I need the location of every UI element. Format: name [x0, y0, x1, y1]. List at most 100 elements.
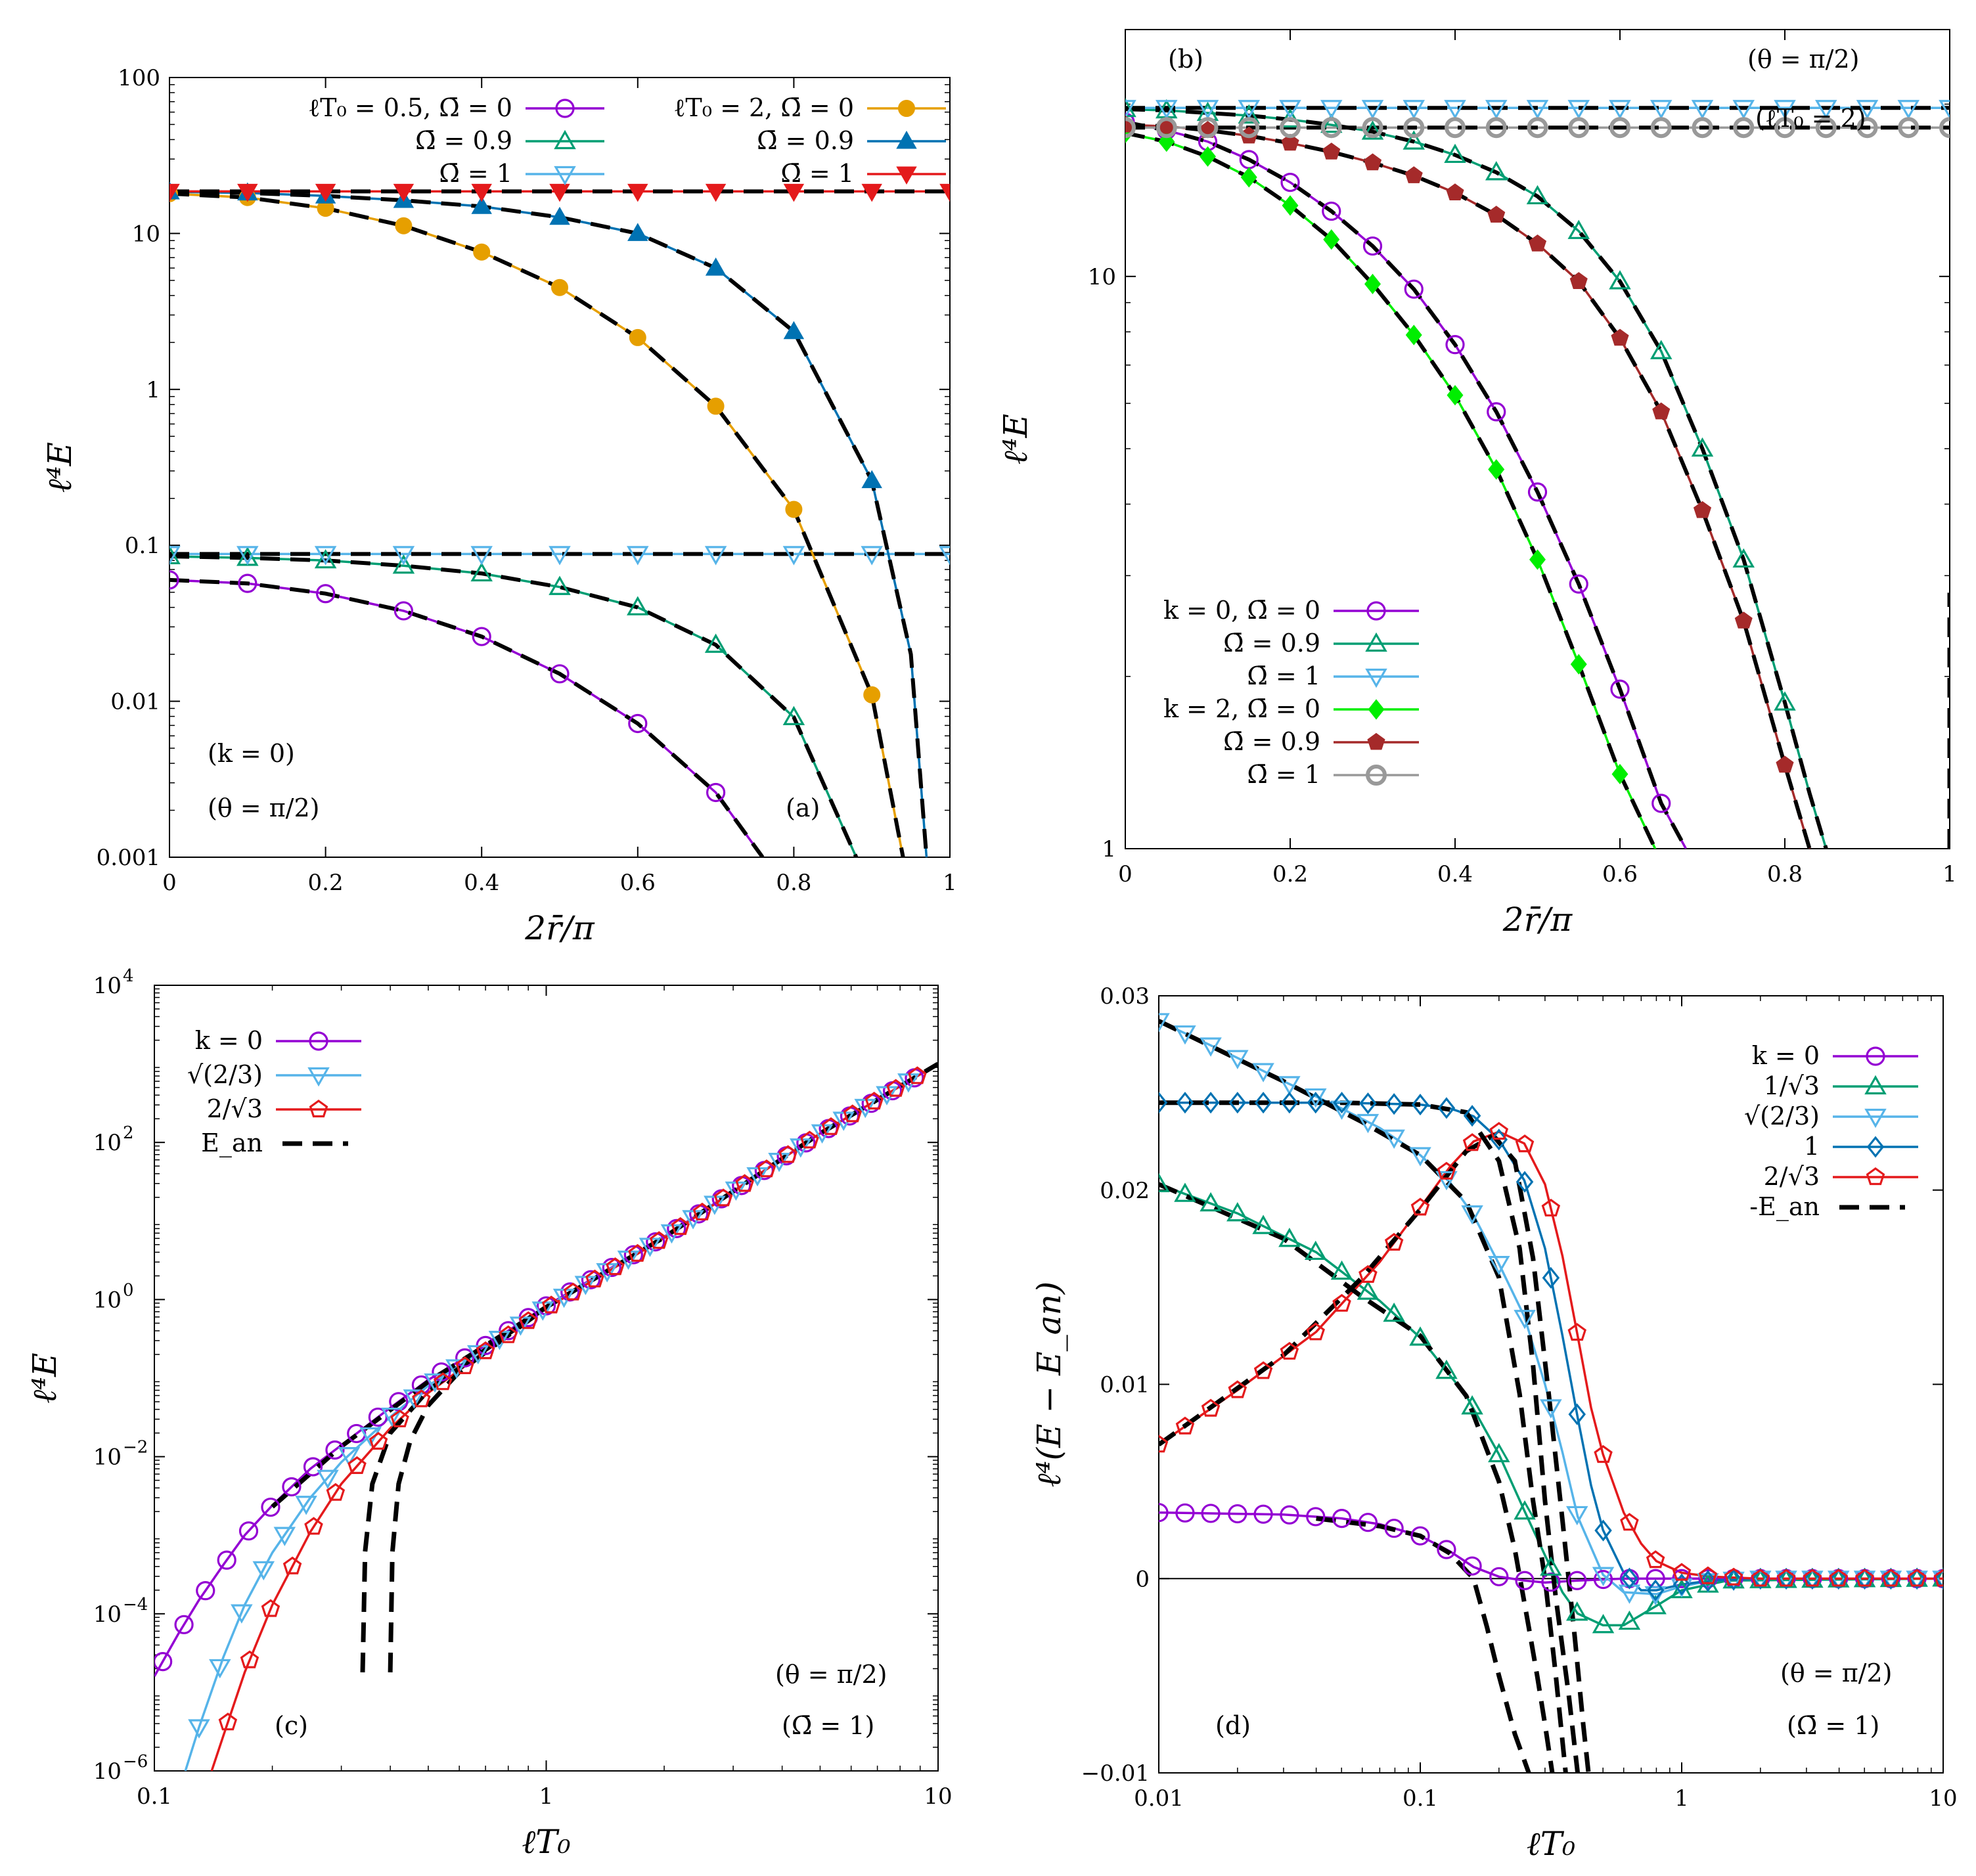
data-point [1829, 1569, 1848, 1587]
data-point [1159, 1092, 1168, 1114]
x-axis-label: ℓT₀ [1527, 1825, 1575, 1863]
data-point [1592, 1614, 1615, 1634]
analytic-dashed-line [169, 554, 859, 857]
y-tick-label: 10 [132, 221, 160, 247]
legend-marker [554, 129, 576, 150]
legend-marker [1866, 1167, 1885, 1186]
data-point [1650, 340, 1673, 359]
annotation-label: (b) [1168, 45, 1203, 74]
data-point [1527, 117, 1548, 139]
data-point [1691, 100, 1714, 120]
data-point [1526, 185, 1549, 205]
data-point [623, 1245, 643, 1264]
data-point [1939, 100, 1950, 120]
plot-area [1159, 1013, 1943, 1773]
series-line [1159, 1101, 1943, 1592]
plot-frame [154, 985, 939, 1772]
plot-frame [1125, 29, 1950, 849]
data-point [627, 223, 648, 241]
data-point [692, 1202, 712, 1220]
data-point [238, 573, 258, 593]
data-point [1358, 1264, 1378, 1284]
data-point [585, 1269, 604, 1287]
data-point [627, 596, 649, 615]
data-point [472, 627, 491, 646]
data-point [348, 1456, 367, 1474]
analytic-dashed-line [169, 577, 765, 857]
data-point [295, 1496, 317, 1515]
data-point [1362, 236, 1383, 256]
data-point [1437, 1540, 1456, 1559]
data-point [581, 1270, 601, 1289]
data-point [1803, 1569, 1822, 1587]
data-point [1201, 1504, 1221, 1523]
data-point [1279, 100, 1301, 120]
data-point [783, 321, 805, 340]
x-tick-label: 10 [1929, 1785, 1957, 1812]
data-point [1932, 1567, 1943, 1587]
data-point [1238, 117, 1260, 139]
x-tick-label: 1 [1942, 861, 1957, 887]
data-point [1651, 793, 1671, 813]
series-line [154, 1063, 938, 1677]
data-point [1569, 574, 1588, 594]
panel-d: 0.01 0.1 1 10 −0.01 0 0.01 0.02 0.03 ℓT₀ ℓ⁴(E − E_… [1030, 983, 1958, 1863]
plot-frame [1158, 995, 1944, 1774]
data-point [1933, 1569, 1943, 1587]
legend-label: Ω̄ = 0.9 [415, 126, 512, 155]
analytic-dashed-line [388, 1305, 548, 1672]
x-axis-label: 2r̄/π [1502, 901, 1573, 939]
y-tick-exponent: 2 [123, 1123, 134, 1143]
data-point [1322, 143, 1341, 160]
data-point [1437, 1161, 1456, 1180]
data-point [1320, 117, 1342, 139]
y-tick-label: 10 [93, 1758, 122, 1785]
data-point [1278, 1076, 1301, 1096]
data-point [1774, 691, 1796, 711]
data-point [1565, 1506, 1588, 1526]
data-point [470, 562, 493, 582]
data-point [1565, 1601, 1588, 1621]
data-point [325, 1440, 345, 1460]
data-point [261, 1497, 281, 1517]
data-point [1437, 1097, 1456, 1119]
data-point [783, 183, 805, 202]
data-point [380, 1407, 403, 1427]
data-point [1403, 100, 1426, 120]
data-point [1516, 1171, 1534, 1193]
data-point [629, 328, 646, 346]
y-tick-exponent: −2 [123, 1438, 148, 1458]
data-point [1254, 1092, 1272, 1114]
data-point [1827, 1571, 1850, 1590]
x-tick-label: 0.2 [1272, 861, 1308, 887]
y-tick-label: 0 [1135, 1566, 1150, 1592]
data-point [1568, 117, 1590, 139]
data-point [316, 584, 336, 604]
data-point [549, 546, 571, 566]
legend-label: 2/√3 [1764, 1162, 1820, 1191]
data-point [1514, 1500, 1536, 1520]
data-point [282, 1477, 302, 1497]
data-point [939, 546, 950, 566]
legend-marker [309, 1031, 328, 1051]
data-point [1201, 1398, 1221, 1417]
data-point [1226, 1202, 1249, 1222]
annotation-label: (θ = π/2) [775, 1660, 887, 1689]
data-point [154, 1652, 173, 1672]
data-point [735, 1174, 754, 1192]
data-point [1435, 1171, 1458, 1191]
legend-label: k = 0, Ω̄ = 0 [1163, 596, 1320, 625]
data-point [704, 546, 727, 566]
data-point [646, 1232, 665, 1252]
data-point [1228, 1380, 1247, 1398]
analytic-dashed-line [169, 190, 929, 857]
data-point [1125, 100, 1136, 120]
data-point [1361, 100, 1384, 120]
data-point [1361, 120, 1384, 140]
data-point [1611, 328, 1629, 346]
x-tick-label: 0.2 [308, 870, 344, 896]
series-line [1125, 121, 1687, 849]
data-point [1383, 1302, 1405, 1322]
data-point [649, 1231, 669, 1249]
y-axis-label: ℓ⁴E [997, 414, 1035, 464]
